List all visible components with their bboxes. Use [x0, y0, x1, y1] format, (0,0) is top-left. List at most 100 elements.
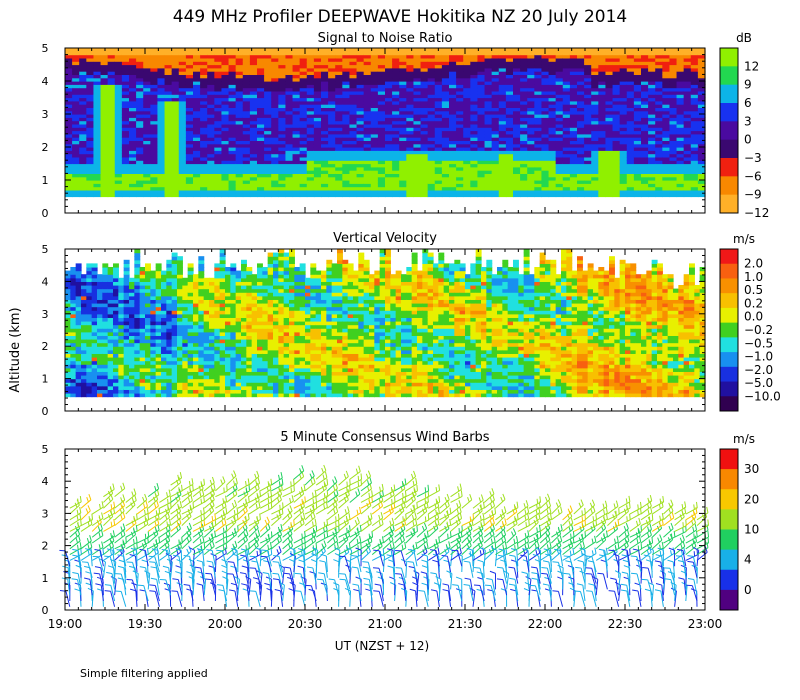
- snr-cell: [491, 183, 500, 188]
- snr-cell: [285, 156, 294, 161]
- snr-cell: [399, 163, 407, 168]
- velocity-cell: [81, 299, 87, 304]
- snr-cell: [406, 127, 415, 132]
- snr-cell: [335, 107, 343, 112]
- snr-cell: [164, 77, 173, 82]
- snr-cell: [370, 84, 379, 89]
- snr-cell: [648, 140, 656, 145]
- snr-cell: [427, 90, 436, 95]
- snr-cell: [484, 183, 493, 188]
- velocity-cell: [86, 349, 93, 354]
- snr-cell: [114, 160, 123, 165]
- snr-cell: [697, 130, 706, 135]
- snr-cell: [370, 114, 379, 118]
- snr-cell: [171, 110, 180, 115]
- snr-cell: [235, 143, 244, 148]
- snr-cell: [513, 137, 521, 141]
- snr-cell: [605, 97, 614, 102]
- velocity-cell: [166, 313, 173, 318]
- snr-cell: [328, 143, 336, 148]
- snr-cell: [228, 193, 237, 198]
- snr-cell: [313, 140, 322, 145]
- snr-cell: [93, 64, 102, 69]
- snr-cell: [93, 104, 102, 108]
- snr-cell: [434, 163, 443, 168]
- snr-cell: [633, 94, 642, 99]
- snr-cell: [313, 137, 322, 141]
- snr-cell: [612, 104, 621, 108]
- snr-cell: [577, 140, 585, 145]
- snr-cell: [86, 133, 95, 138]
- snr-cell: [520, 54, 528, 59]
- velocity-cell: [70, 346, 77, 351]
- snr-cell: [257, 189, 265, 194]
- velocity-cell: [91, 284, 98, 290]
- snr-cell: [363, 114, 372, 118]
- snr-cell: [370, 54, 379, 59]
- velocity-cell: [70, 284, 77, 290]
- snr-cell: [356, 183, 365, 188]
- snr-cell: [413, 133, 422, 138]
- snr-cell: [520, 127, 528, 132]
- velocity-cell: [145, 385, 151, 390]
- snr-cell: [385, 137, 393, 141]
- snr-cell: [612, 127, 621, 132]
- snr-cell: [612, 90, 621, 95]
- snr-cell: [221, 71, 230, 75]
- velocity-cell: [134, 389, 141, 394]
- snr-cell: [228, 127, 237, 132]
- snr-cell: [321, 183, 329, 188]
- snr-cell: [271, 97, 279, 102]
- snr-cell: [612, 107, 621, 112]
- snr-cell: [648, 107, 656, 112]
- velocity-cell: [107, 371, 114, 376]
- snr-cell: [626, 90, 635, 95]
- snr-cell: [207, 57, 215, 62]
- snr-cell: [107, 133, 116, 138]
- snr-cell: [655, 71, 663, 75]
- snr-cell: [335, 74, 343, 79]
- snr-cell: [527, 64, 535, 69]
- velocity-cell: [139, 374, 146, 380]
- snr-cell: [562, 140, 571, 145]
- snr-cell: [185, 133, 194, 138]
- velocity-cell: [107, 292, 114, 297]
- snr-cell: [605, 147, 614, 151]
- velocity-cell: [171, 392, 178, 398]
- velocity-cell: [86, 374, 93, 380]
- snr-cell: [626, 51, 635, 56]
- snr-cell: [520, 81, 528, 85]
- snr-cell: [676, 156, 685, 161]
- snr-cell: [349, 140, 358, 145]
- snr-cell: [413, 61, 422, 66]
- snr-cell: [477, 107, 486, 112]
- snr-cell: [598, 104, 607, 108]
- snr-cell: [527, 183, 535, 188]
- velocity-cell: [118, 367, 125, 372]
- snr-cell: [527, 150, 535, 155]
- snr-cell: [427, 163, 436, 168]
- snr-cell: [598, 94, 607, 99]
- snr-cell: [690, 67, 699, 72]
- snr-cell: [413, 77, 422, 82]
- velocity-cell: [118, 364, 125, 369]
- snr-cell: [271, 54, 279, 59]
- snr-cell: [150, 77, 159, 82]
- snr-cell: [441, 130, 450, 135]
- snr-cell: [612, 54, 621, 59]
- snr-cell: [498, 193, 507, 198]
- snr-cell: [271, 87, 279, 92]
- snr-cell: [413, 176, 422, 181]
- velocity-cell: [129, 356, 135, 362]
- snr-cell: [569, 173, 578, 178]
- snr-cell: [548, 147, 557, 151]
- snr-cell: [100, 74, 109, 79]
- velocity-cell: [86, 382, 93, 387]
- snr-cell: [676, 110, 685, 115]
- snr-cell: [306, 186, 315, 191]
- velocity-cell: [129, 338, 135, 344]
- snr-cell: [655, 160, 663, 165]
- snr-cell: [328, 120, 336, 125]
- velocity-cell: [107, 342, 114, 347]
